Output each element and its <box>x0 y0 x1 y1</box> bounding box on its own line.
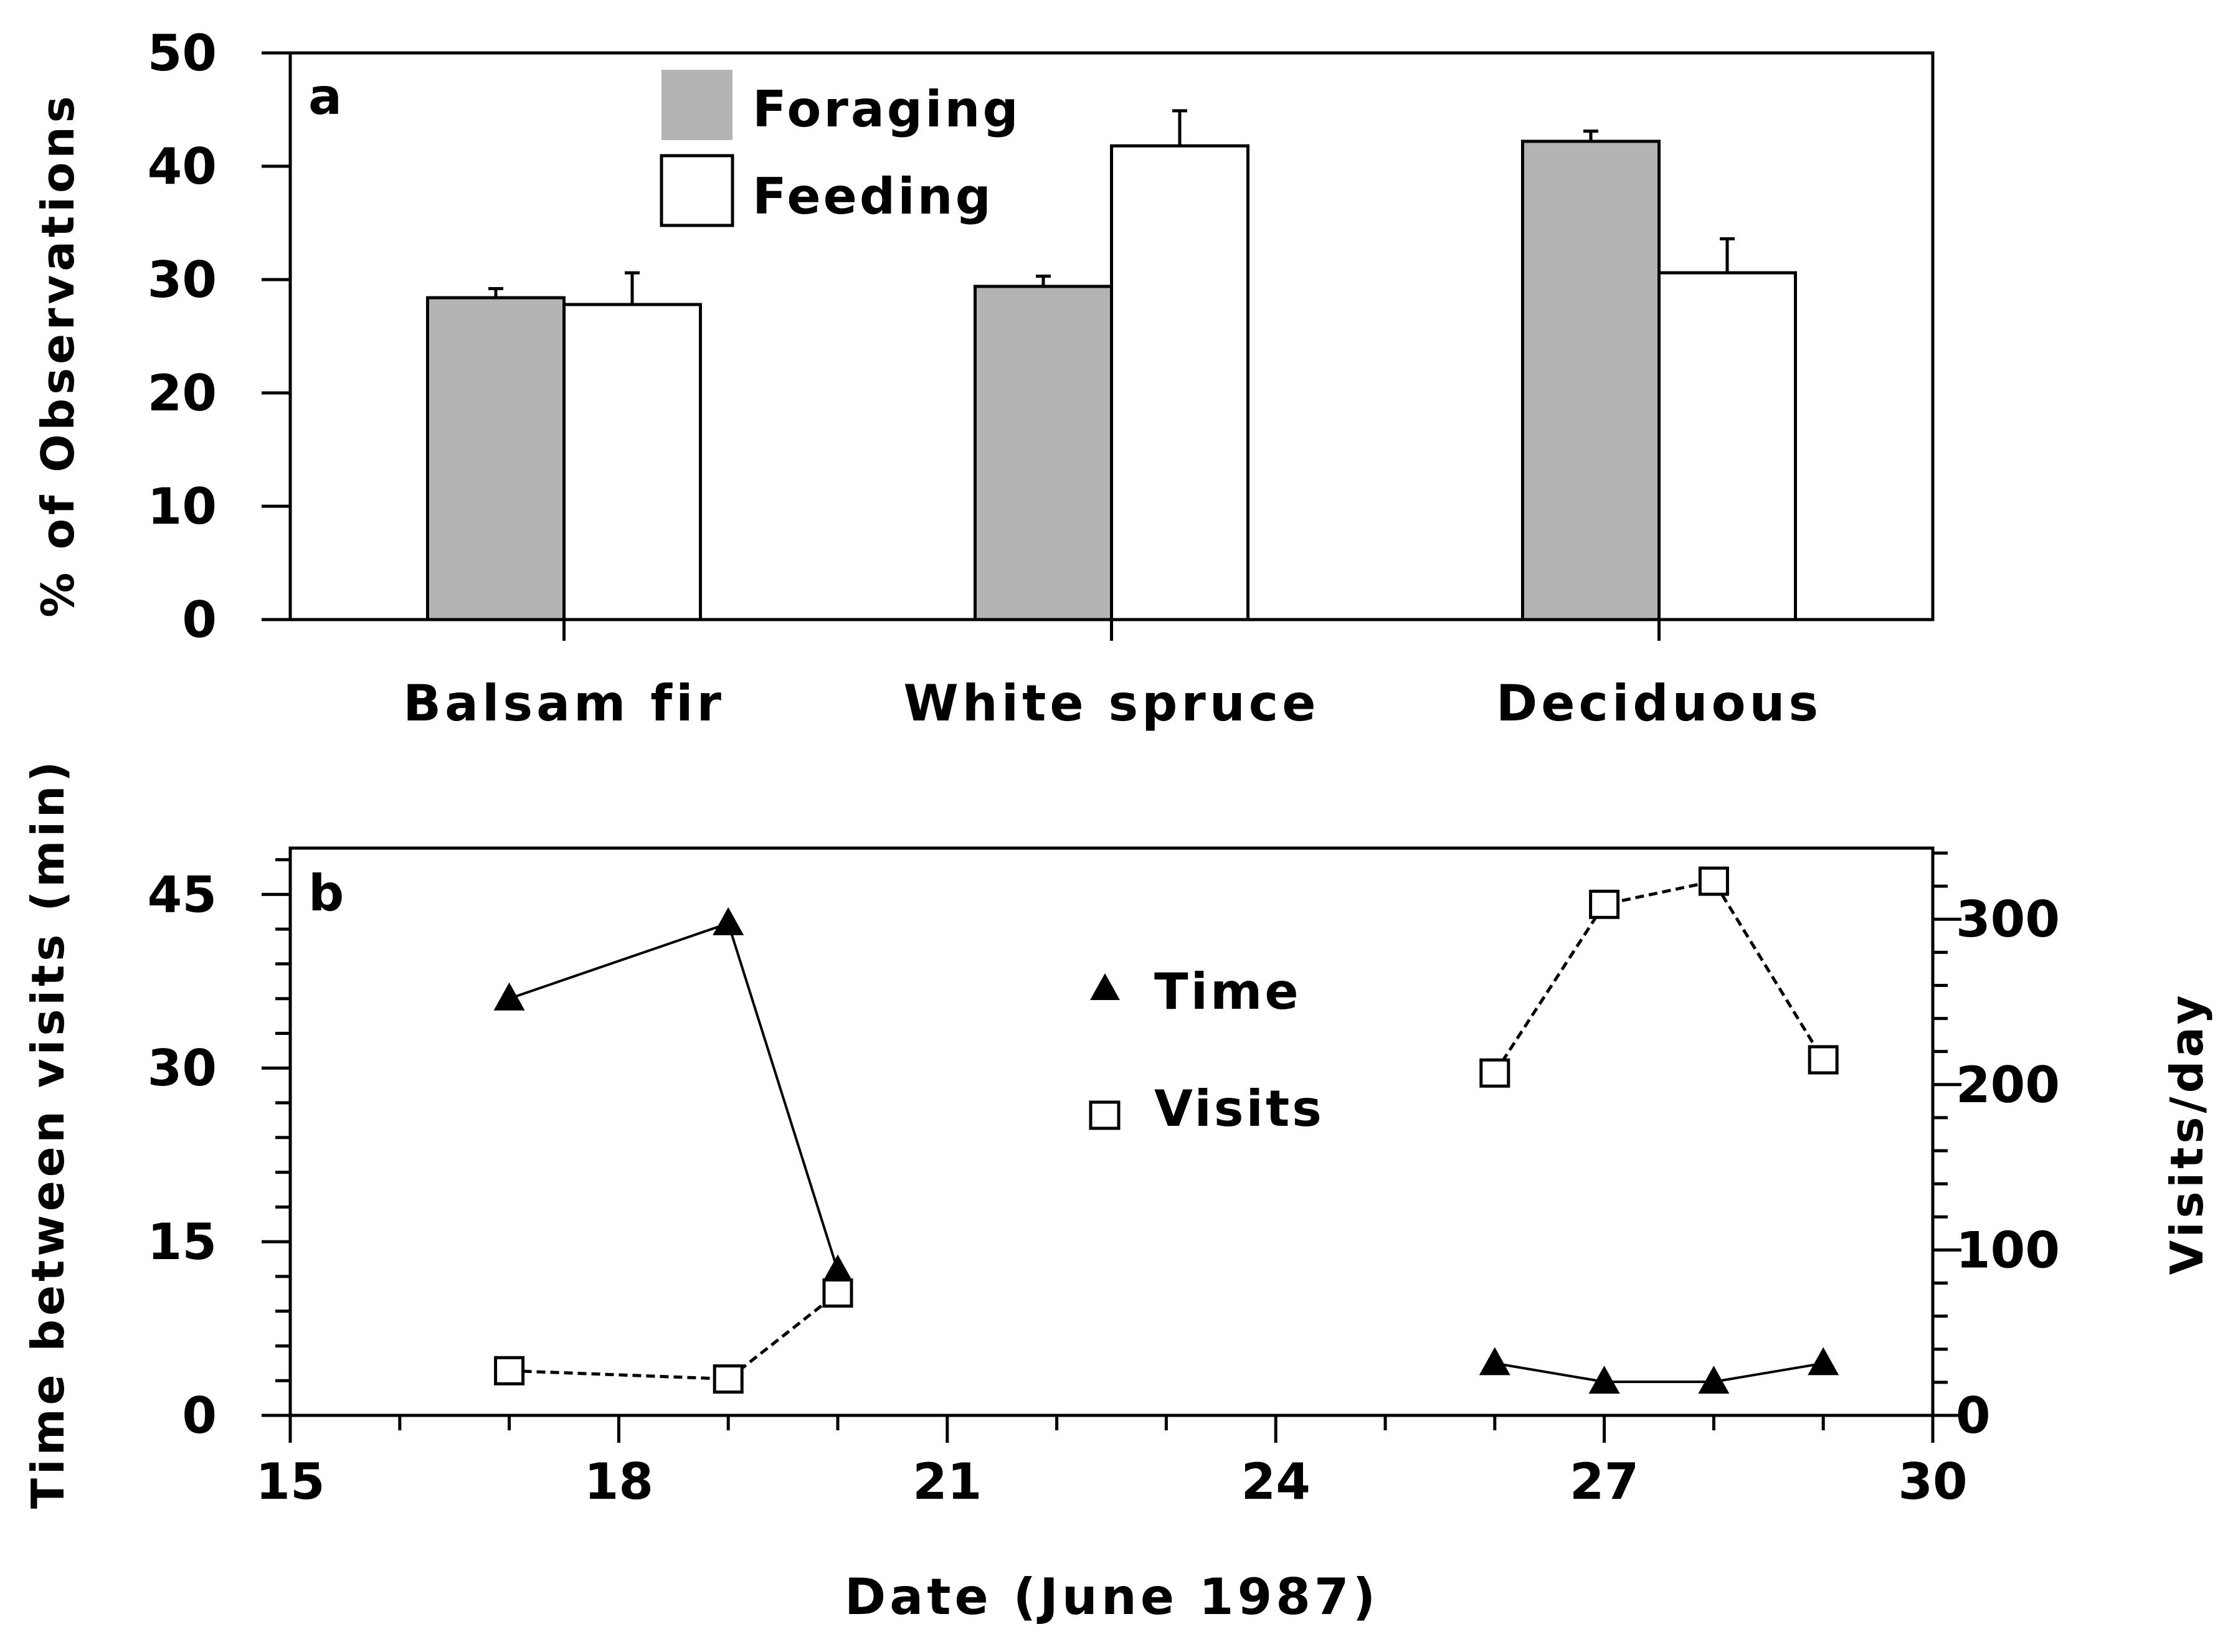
panel-a-bars <box>426 109 1797 621</box>
panel-a-y-tick-label: 10 <box>148 478 217 536</box>
series-visits-point <box>1479 1058 1510 1088</box>
panel-a-legend: Foraging Feeding <box>660 70 1021 227</box>
panel-b-label: b <box>308 864 344 922</box>
panel-b-x-tick-label: 30 <box>1898 1453 1967 1511</box>
panel-b-y2-tick-label: 200 <box>1956 1056 2060 1114</box>
bar-feeding <box>1657 271 1797 621</box>
panel-a-x-tick-label: White spruce <box>904 674 1320 732</box>
panel-b-y-tick-label: 30 <box>148 1039 217 1097</box>
bar-feeding <box>562 303 702 621</box>
panel-a-x-tick-label: Deciduous <box>1496 674 1822 732</box>
panel-a-y-tick-label: 40 <box>148 138 217 196</box>
panel-b-y-tick-label: 45 <box>148 866 217 923</box>
series-time-point <box>1698 1366 1730 1394</box>
panel-b-plot-frame <box>288 846 1935 1417</box>
legend-feeding-swatch <box>660 154 734 227</box>
legend-visits-label: Visits <box>1154 1080 1324 1138</box>
legend-time-label: Time <box>1154 963 1301 1021</box>
panel-b-x-axis-title: Date (June 1987) <box>845 1568 1379 1626</box>
panel-a-x-axis: Balsam fir White spruce Deciduous <box>403 620 1822 732</box>
panel-a-bar-chart: a 0 10 20 30 40 50 Balsam fir White spruce Deci… <box>32 24 1935 732</box>
series-visits-point <box>1698 866 1729 896</box>
series-time-point <box>1808 1347 1839 1376</box>
panel-b-y-tick-label: 0 <box>182 1387 217 1445</box>
bar-foraging <box>1521 139 1661 621</box>
legend-visits-marker <box>1089 1100 1121 1130</box>
panel-b-x-tick-label: 15 <box>255 1453 325 1511</box>
legend-feeding-label: Feeding <box>752 168 993 225</box>
panel-b-y2-tick-label: 300 <box>1956 890 2060 948</box>
series-visits-point <box>822 1278 853 1308</box>
panel-a-y-tick-label: 50 <box>148 24 217 82</box>
panel-a-y-tick-label: 20 <box>148 364 217 422</box>
panel-b-x-tick-label: 21 <box>913 1453 982 1511</box>
series-time-point <box>1588 1366 1620 1394</box>
panel-b-y-axis-title: Time between visits (min) <box>22 758 74 1509</box>
panel-a-x-tick-label: Balsam fir <box>403 674 725 732</box>
panel-a-y-tick-label: 0 <box>182 591 217 649</box>
panel-b-x-tick-label: 27 <box>1570 1453 1639 1511</box>
panel-b-y2-tick-label: 100 <box>1956 1221 2060 1279</box>
series-time-line <box>1494 1362 1824 1384</box>
series-visits-point <box>713 1364 744 1394</box>
series-time-line <box>508 922 839 1272</box>
legend-foraging-label: Foraging <box>752 80 1021 138</box>
series-visits-line <box>1493 879 1825 1074</box>
panel-a-y-axis-title: % of Observations <box>32 92 84 617</box>
bar-foraging <box>974 285 1113 621</box>
series-visits-line <box>509 1291 839 1381</box>
series-time-point <box>822 1254 853 1283</box>
series-time-point <box>1479 1347 1510 1376</box>
legend-time-marker <box>1090 973 1120 1000</box>
panel-b-legend: Time Visits <box>1089 963 1324 1138</box>
panel-b-x-tick-label: 18 <box>584 1453 653 1511</box>
panel-a-y-axis: 0 10 20 30 40 50 <box>148 24 290 649</box>
panel-b-y2-axis-title: Visits/day <box>2161 991 2213 1275</box>
bar-feeding <box>1110 144 1249 621</box>
panel-b-series <box>493 866 1839 1394</box>
series-visits-point <box>1589 889 1620 919</box>
panel-a-y-tick-label: 30 <box>148 251 217 309</box>
panel-b-y-tick-label: 15 <box>148 1213 217 1271</box>
panel-a-label: a <box>308 68 342 126</box>
series-time-point <box>713 907 744 935</box>
series-time-point <box>493 982 525 1011</box>
series-visits-point <box>494 1356 525 1385</box>
panel-b-y2-tick-label: 0 <box>1956 1387 1991 1445</box>
series-visits-point <box>1808 1045 1839 1075</box>
legend-foraging-swatch <box>661 70 732 140</box>
panel-b-x-tick-label: 24 <box>1241 1453 1311 1511</box>
bar-foraging <box>426 296 566 621</box>
